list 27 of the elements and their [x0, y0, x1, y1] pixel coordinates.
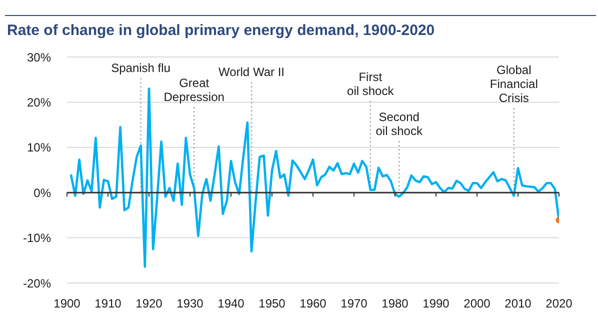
x-tick-label: 2000 — [464, 296, 491, 311]
ref-line-label: Second oil shock — [376, 110, 422, 138]
y-tick-label: 20% — [26, 95, 52, 110]
x-tick-label: 1980 — [382, 296, 409, 311]
ref-line-label: Spanish flu — [111, 61, 170, 75]
x-tick-label: 1970 — [340, 296, 368, 311]
x-tick-label: 1900 — [54, 296, 81, 311]
ref-line-label: First oil shock — [347, 70, 394, 98]
ref-line-label: Global Financial Crisis — [490, 63, 538, 105]
x-tick-label: 1940 — [218, 296, 245, 311]
ref-line-label: World War II — [218, 65, 284, 79]
x-tick-label: 1990 — [422, 296, 450, 311]
x-tick-label: 2010 — [504, 296, 532, 311]
chart-title: Rate of change in global primary energy demand, 1900-2020 — [7, 22, 435, 40]
y-tick-label: 30% — [26, 50, 52, 64]
ref-line-label: Great Depression — [164, 76, 224, 104]
x-tick-label: 1960 — [300, 296, 327, 311]
x-tick-label: 1950 — [258, 296, 286, 311]
y-tick-label: -20% — [22, 276, 52, 290]
line-series — [70, 87, 559, 268]
x-tick-label: 1910 — [94, 296, 122, 311]
x-tick-label: 1920 — [136, 296, 163, 311]
y-tick-label: -10% — [22, 231, 52, 246]
y-tick-label: 0% — [34, 186, 52, 200]
y-tick-label: 10% — [26, 140, 52, 155]
x-tick-label: 1930 — [176, 296, 204, 311]
x-tick-label: 2020 — [546, 296, 573, 311]
